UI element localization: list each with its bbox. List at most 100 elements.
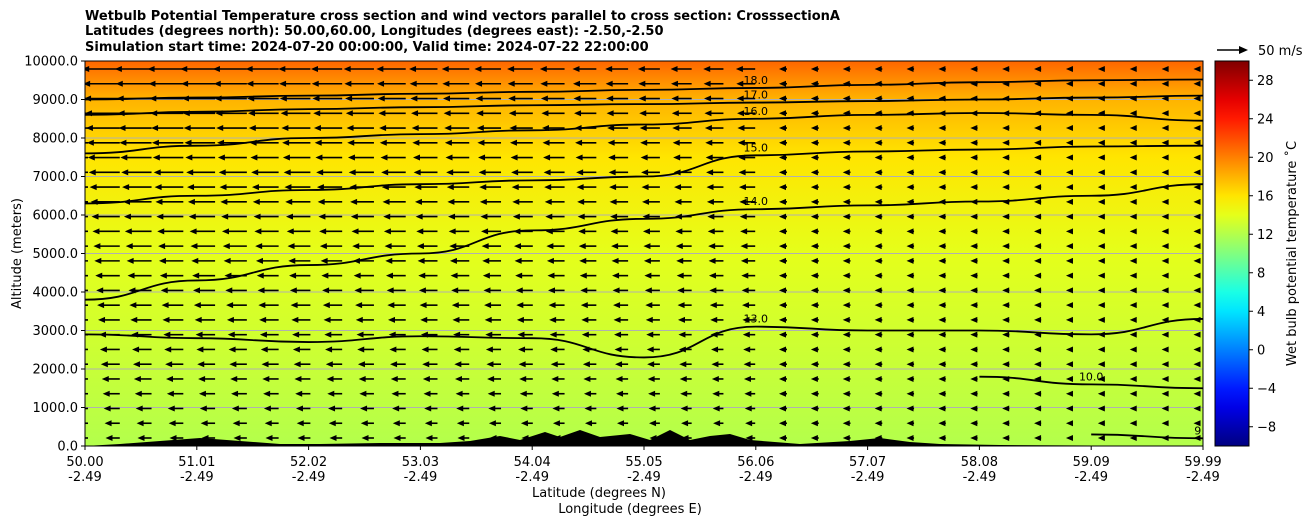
wind-arrow-head xyxy=(643,257,651,264)
wind-arrow xyxy=(705,154,724,161)
wind-arrow xyxy=(379,139,406,146)
wind-arrow xyxy=(251,184,279,191)
wind-arrow-head xyxy=(1129,405,1137,412)
wind-arrow-head xyxy=(348,169,356,176)
wind-arrow-head xyxy=(678,331,686,338)
wind-arrow-head xyxy=(810,257,818,264)
wind-arrow-head xyxy=(264,420,272,427)
wind-arrow-head xyxy=(1034,213,1042,220)
wind-arrow-head xyxy=(446,169,454,176)
wind-arrow-head xyxy=(737,125,745,132)
wind-arrow-head xyxy=(476,125,484,132)
wind-arrow xyxy=(165,361,184,368)
wind-arrow xyxy=(1002,331,1010,338)
wind-arrow xyxy=(874,390,883,397)
wind-arrow xyxy=(1034,198,1042,205)
wind-arrow-head xyxy=(1065,125,1073,132)
wind-arrow-head xyxy=(740,228,748,235)
wind-arrow-head xyxy=(810,154,818,161)
wind-arrow-head xyxy=(703,66,711,72)
wind-arrow xyxy=(810,66,819,72)
wind-arrow-head xyxy=(1002,257,1010,264)
wind-arrow xyxy=(970,228,978,235)
wind-arrow-head xyxy=(1193,243,1201,250)
wind-arrow xyxy=(416,243,438,250)
wind-arrow xyxy=(874,420,883,427)
wind-arrow xyxy=(607,125,629,132)
wind-arrow-head xyxy=(708,272,716,279)
wind-arrow-head xyxy=(906,228,914,235)
wind-arrow xyxy=(326,375,343,382)
wind-arrow-head xyxy=(254,228,262,235)
wind-arrow-head xyxy=(874,184,882,191)
wind-arrow xyxy=(574,110,597,117)
wind-arrow-head xyxy=(677,302,685,309)
wind-arrow-head xyxy=(550,361,558,368)
wind-arrow-head xyxy=(297,435,305,441)
wind-arrow xyxy=(85,66,120,72)
wind-arrow xyxy=(92,228,120,235)
wind-arrow xyxy=(479,198,502,205)
wind-arrow-head xyxy=(810,331,818,338)
wind-arrow-head xyxy=(1002,405,1010,412)
x-tick-label-lat: 50.00 xyxy=(66,455,103,470)
wind-arrow xyxy=(1161,80,1169,87)
wind-arrow-head xyxy=(549,331,557,338)
wind-arrow-head xyxy=(810,272,818,279)
wind-arrow-head xyxy=(421,346,429,353)
wind-arrow xyxy=(642,198,660,205)
wind-arrow-head xyxy=(707,213,715,220)
wind-arrow-head xyxy=(1002,125,1010,132)
wind-arrow xyxy=(1002,228,1010,235)
colorbar-bar xyxy=(1214,60,1250,447)
y-tick-label: 7000.0 xyxy=(33,170,79,185)
wind-arrow xyxy=(509,125,533,132)
wind-arrow-head xyxy=(874,169,882,176)
wind-arrow xyxy=(162,316,184,323)
wind-arrow-head xyxy=(1034,243,1042,250)
wind-arrow xyxy=(639,125,660,132)
wind-arrow-head xyxy=(414,198,422,205)
wind-arrow xyxy=(181,80,216,87)
wind-arrow-head xyxy=(318,213,326,220)
wind-arrow-head xyxy=(810,302,818,309)
wind-arrow-head xyxy=(842,184,850,191)
wind-arrow-head xyxy=(704,110,712,117)
wind-arrow-head xyxy=(1034,125,1042,132)
wind-arrow-head xyxy=(158,257,166,264)
wind-arrow xyxy=(507,66,533,72)
wind-arrow-head xyxy=(231,390,239,397)
wind-arrow xyxy=(516,302,533,309)
wind-arrow xyxy=(198,375,216,382)
wind-arrow xyxy=(644,287,660,294)
wind-arrow-head xyxy=(609,198,617,205)
wind-arrow xyxy=(284,184,311,191)
wind-arrow xyxy=(583,375,597,382)
wind-arrow-head xyxy=(411,110,419,117)
wind-arrow xyxy=(85,201,88,203)
wind-arrow xyxy=(711,361,724,368)
wind-arrow-head xyxy=(639,110,647,117)
wind-arrow xyxy=(292,346,311,353)
wind-arrow-head xyxy=(278,66,286,72)
wind-arrow xyxy=(1129,405,1137,412)
wind-arrow xyxy=(842,405,851,412)
wind-arrow-head xyxy=(810,80,818,87)
wind-arrow-head xyxy=(224,272,232,279)
wind-arrow-head xyxy=(449,243,457,250)
wind-arrow xyxy=(118,125,152,132)
colorbar-tick-label: 0 xyxy=(1257,343,1265,358)
wind-arrow-head xyxy=(1065,435,1073,441)
wind-arrow xyxy=(810,243,819,250)
wind-arrow xyxy=(611,257,629,264)
wind-arrow xyxy=(482,272,502,279)
wind-arrow-head xyxy=(385,257,393,264)
wind-arrow-head xyxy=(1065,139,1073,146)
wind-arrow xyxy=(245,66,279,72)
wind-arrow xyxy=(1065,346,1073,353)
wind-arrow-head xyxy=(1034,257,1042,264)
wind-arrow-head xyxy=(389,346,397,353)
wind-arrow-head xyxy=(705,139,713,146)
wind-arrow xyxy=(418,287,438,294)
wind-arrow xyxy=(85,127,88,129)
